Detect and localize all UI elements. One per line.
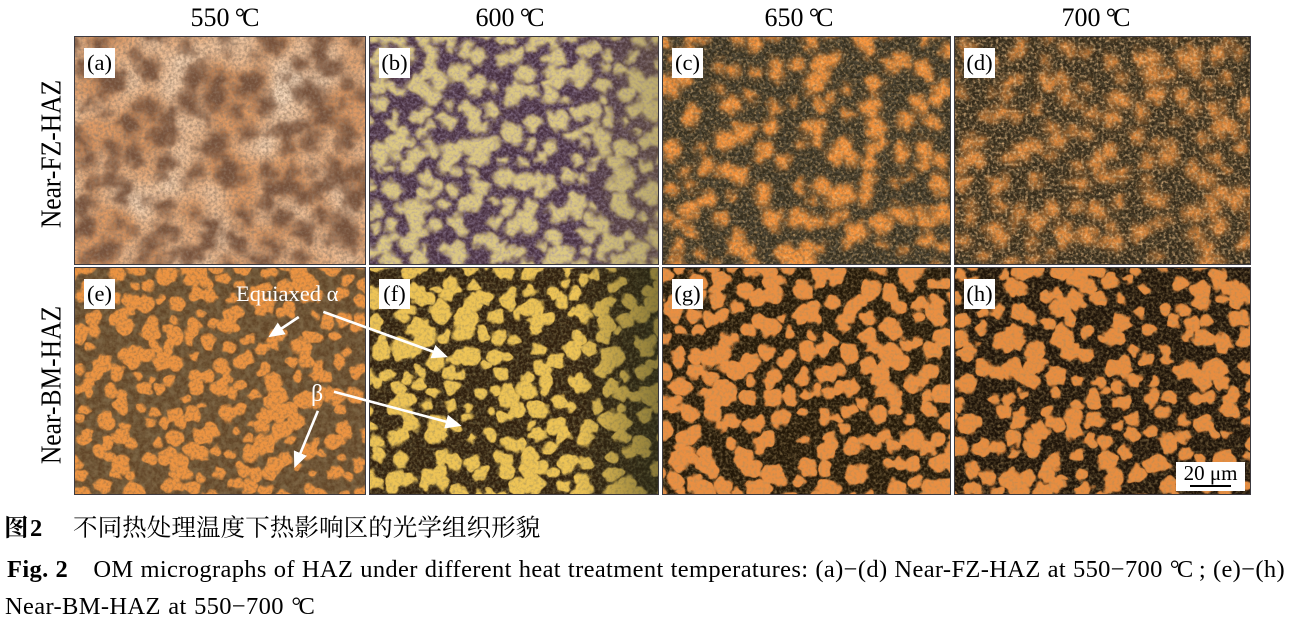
svg-text:Equiaxed α: Equiaxed α [236,281,339,306]
svg-text:2: 2 [30,515,42,542]
svg-text:β: β [311,381,323,407]
